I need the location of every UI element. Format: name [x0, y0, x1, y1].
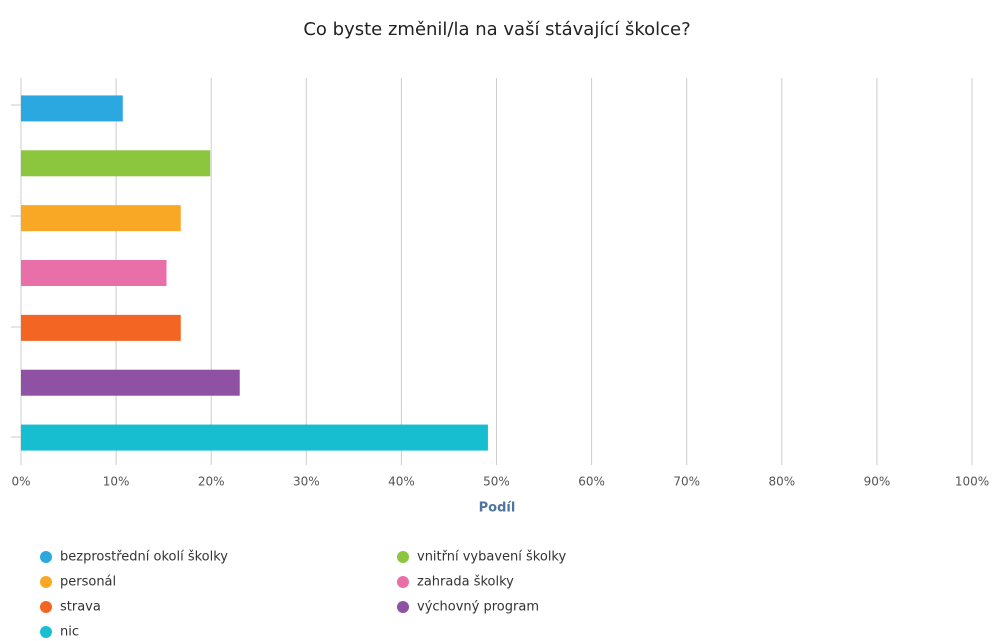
- legend-marker: [40, 601, 52, 613]
- x-tick-label: 40%: [388, 475, 415, 489]
- x-tick-label: 20%: [198, 475, 225, 489]
- legend-label: vnitřní vybavení školky: [417, 550, 566, 565]
- x-tick-label: 50%: [483, 475, 510, 489]
- legend-label: výchovný program: [417, 600, 539, 615]
- x-tick-label: 30%: [293, 475, 320, 489]
- bar: [21, 95, 123, 122]
- legend-marker: [397, 601, 409, 613]
- legend-label: personál: [60, 575, 116, 590]
- x-axis-label: Podíl: [479, 501, 516, 516]
- legend-marker: [40, 626, 52, 638]
- x-tick-label: 80%: [768, 475, 795, 489]
- x-tick-label: 100%: [955, 475, 989, 489]
- bar: [21, 150, 211, 177]
- bar: [21, 205, 181, 232]
- legend-marker: [40, 551, 52, 563]
- bar: [21, 424, 488, 451]
- chart-title: Co byste změnil/la na vaší stávající ško…: [303, 19, 690, 40]
- legend-label: strava: [60, 600, 101, 615]
- legend-marker: [40, 576, 52, 588]
- legend-marker: [397, 551, 409, 563]
- legend-marker: [397, 576, 409, 588]
- legend-label: zahrada školky: [417, 575, 514, 590]
- bar: [21, 369, 240, 396]
- x-tick-label: 0%: [11, 475, 30, 489]
- x-tick-label: 60%: [578, 475, 605, 489]
- y-axis-ticks: [11, 104, 21, 438]
- x-tick-label: 90%: [864, 475, 891, 489]
- x-tick-label: 70%: [673, 475, 700, 489]
- legend-label: bezprostřední okolí školky: [60, 550, 228, 565]
- x-tick-label: 10%: [103, 475, 130, 489]
- bar: [21, 260, 167, 286]
- legend-label: nic: [60, 625, 79, 640]
- bar: [21, 314, 181, 341]
